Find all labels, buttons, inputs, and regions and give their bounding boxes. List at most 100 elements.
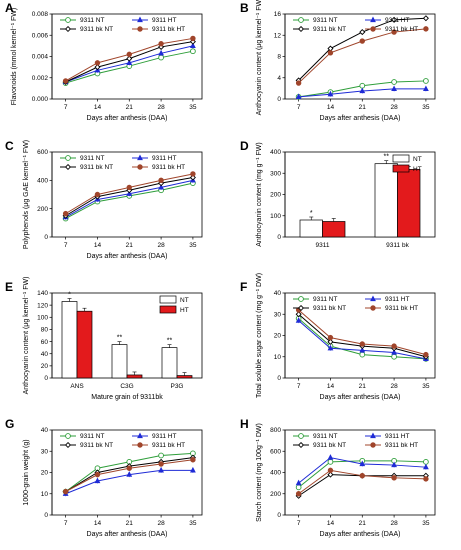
data-point — [295, 317, 302, 323]
legend-label: 9311 HT — [152, 433, 176, 440]
data-point — [327, 471, 334, 478]
legend-marker — [64, 163, 72, 171]
legend-label: NT — [180, 297, 189, 304]
legend-marker — [137, 432, 143, 439]
y-tick-label: 0 — [277, 234, 281, 241]
y-tick-label: 80 — [41, 327, 49, 334]
legend-label: 9311 NT — [313, 296, 337, 303]
data-point — [126, 59, 133, 65]
data-point — [359, 346, 366, 353]
x-tick-label: 21 — [359, 104, 367, 111]
significance-label: * — [310, 210, 313, 217]
legend-marker — [370, 26, 376, 32]
legend: NT HT — [159, 295, 189, 314]
y-tick-label: 400 — [37, 178, 48, 185]
legend-label: 9311 HT — [385, 17, 409, 24]
data-point — [359, 82, 366, 89]
legend-label: 9311 bk HT — [385, 26, 418, 33]
y-tick-label: 0 — [277, 96, 281, 103]
x-tick-label: 9311 — [316, 242, 330, 249]
x-axis-label: Days after anthesis (DAA) — [320, 115, 401, 122]
data-point — [190, 466, 196, 473]
data-point — [295, 479, 302, 486]
legend-label: 9311 bk HT — [385, 305, 418, 312]
y-tick-label: 10 — [274, 354, 282, 361]
data-point — [190, 42, 196, 48]
panel-e: E 0 20 40 60 80 100 120 140 Anthocyanin content (… — [5, 277, 203, 401]
data-point — [62, 488, 69, 495]
legend-marker — [370, 432, 376, 439]
legend-marker — [137, 26, 143, 32]
data-point — [391, 343, 397, 349]
data-point — [126, 465, 132, 471]
data-point — [295, 484, 302, 491]
y-tick-label: 20 — [41, 363, 49, 370]
data-point — [359, 87, 366, 94]
x-tick-label: 7 — [64, 104, 68, 111]
legend-marker — [370, 295, 376, 302]
legend-marker — [298, 433, 304, 439]
data-point — [422, 15, 429, 22]
data-point — [359, 472, 365, 479]
y-tick-label: 20 — [274, 333, 282, 340]
data-point — [423, 85, 429, 92]
x-axis-label: Days after anthesis (DAA) — [320, 531, 401, 538]
data-point — [327, 459, 334, 465]
data-point — [423, 351, 429, 358]
data-point — [94, 471, 101, 478]
data-point — [359, 38, 365, 44]
legend: 9311 NT 9311 HT 9311 bk NT 9311 bk HT — [60, 16, 185, 33]
y-tick-label: 100 — [270, 213, 281, 220]
x-tick-label: 28 — [157, 242, 165, 249]
bar-nt — [374, 163, 398, 238]
data-point — [158, 461, 164, 467]
legend-marker — [137, 16, 143, 23]
panel-letter: E — [5, 280, 13, 294]
legend-marker — [137, 154, 143, 161]
y-tick-label: 200 — [270, 192, 281, 199]
data-point — [327, 467, 334, 474]
data-point — [391, 29, 397, 35]
legend-marker — [370, 16, 376, 23]
panel-b: B 0 4 8 12 16 Anthocyanin content (μg kernel⁻¹… — [240, 0, 436, 122]
x-tick-label: 14 — [327, 104, 335, 111]
y-axis-label: Anthocyanin content (μg kernel⁻¹ FW) — [23, 277, 30, 395]
panel-letter: D — [240, 139, 249, 153]
y-tick-label: 20 — [41, 470, 49, 477]
x-tick-label: 7 — [64, 242, 68, 249]
data-point — [391, 349, 397, 355]
y-axis-label: Anthocyanin content (μg kernel⁻¹ FW) — [256, 0, 263, 115]
panel-c: C 0 200 400 600 Polyphenols (μg GAE kernel⁻¹ … — [5, 139, 203, 260]
legend-label: 9311 HT — [152, 17, 176, 24]
bar-nt — [161, 347, 178, 379]
data-point — [158, 466, 164, 473]
legend-marker — [297, 441, 305, 449]
legend-marker — [137, 442, 143, 448]
x-axis-label: Days after anthesis (DAA) — [87, 531, 168, 538]
x-tick-label: 7 — [297, 520, 301, 527]
bar-ht — [322, 221, 346, 238]
data-point — [327, 50, 334, 56]
y-tick-label: 40 — [41, 351, 49, 358]
bar-nt — [299, 219, 323, 238]
data-point — [423, 26, 429, 32]
legend-marker — [297, 304, 305, 312]
x-tick-label: 28 — [157, 104, 165, 111]
legend-label: 9311 NT — [313, 433, 337, 440]
legend-label: 9311 NT — [80, 433, 104, 440]
x-axis-label: Days after anthesis (DAA) — [320, 394, 401, 401]
bar-nt — [111, 344, 128, 379]
y-tick-label: 60 — [41, 339, 49, 346]
legend-label: 9311 NT — [80, 17, 104, 24]
significance-label: ** — [167, 338, 173, 345]
data-point — [62, 210, 69, 217]
x-tick-label: 21 — [359, 520, 367, 527]
y-axis-label: Anthocyanin content (mg g⁻¹ FW) — [256, 142, 263, 246]
x-tick-label: 28 — [390, 104, 398, 111]
data-point — [126, 184, 132, 191]
significance-label: ** — [117, 335, 123, 342]
x-tick-label: 7 — [64, 520, 68, 527]
data-point — [327, 334, 334, 341]
legend-swatch — [392, 154, 410, 163]
